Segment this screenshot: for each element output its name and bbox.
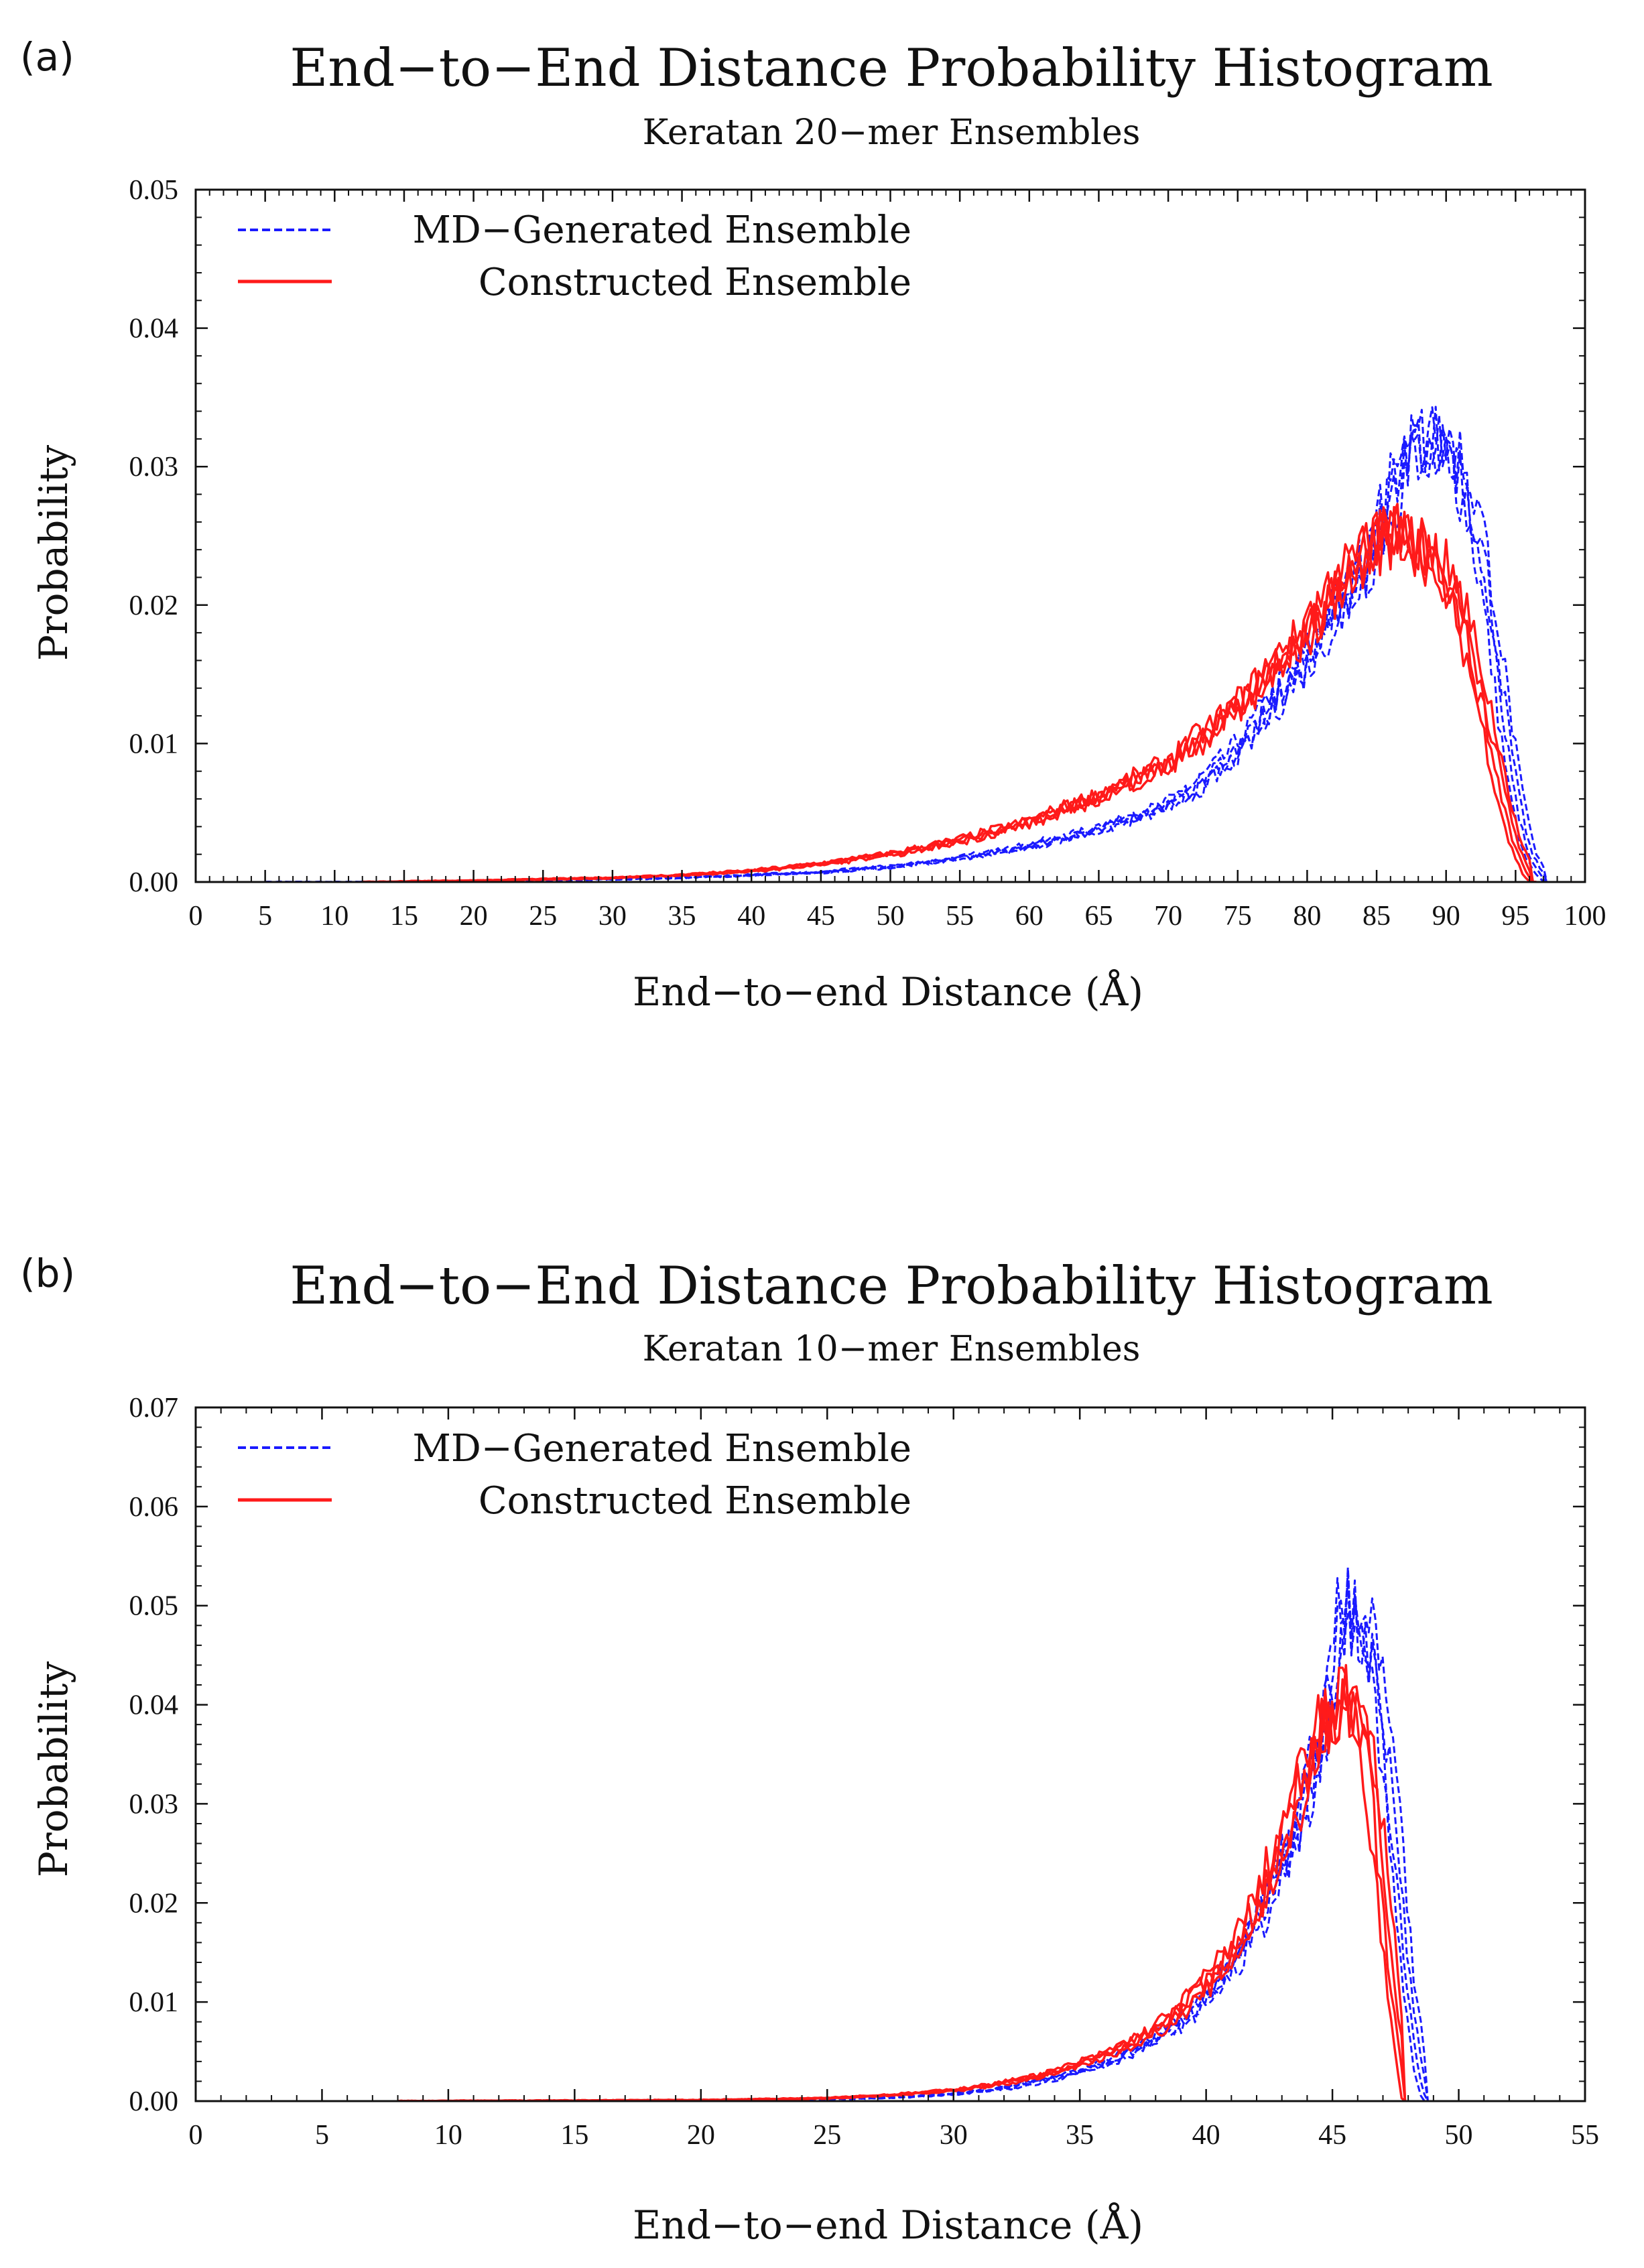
x-tick-label: 30 [940, 2120, 968, 2151]
y-axis-label: Probability [31, 445, 76, 661]
x-tick-label: 25 [529, 901, 557, 932]
series-line [397, 1663, 1407, 2101]
x-tick-label: 45 [807, 901, 835, 932]
series-line [448, 1597, 1429, 2101]
y-tick-label: 0.01 [129, 729, 179, 759]
x-tick-label: 40 [1192, 2120, 1220, 2151]
x-tick-label: 70 [1154, 901, 1182, 932]
x-tick-label: 55 [1571, 2120, 1599, 2151]
x-tick-label: 10 [320, 901, 349, 932]
y-tick-label: 0.05 [129, 1591, 179, 1622]
plot-area: 0 5 10 15 20 25 30 35 40 45 50 55 0.00 0.01 0.02 0.03 0.… [129, 1393, 1600, 2151]
series-md-generated [265, 405, 1551, 882]
legend-label-constructed: Constructed Ensemble [479, 261, 911, 304]
y-tick-label: 0.02 [129, 1888, 179, 1919]
chart-title: End−to−End Distance Probability Histogra… [290, 38, 1493, 99]
series-constructed [362, 503, 1537, 882]
x-tick-label: 5 [258, 901, 272, 932]
x-tick-label: 10 [434, 2120, 462, 2151]
x-tick-label: 75 [1224, 901, 1252, 932]
series-line [265, 414, 1551, 882]
y-tick-label: 0.04 [129, 1690, 179, 1721]
chart-panel-a: (a) End−to−End Distance Probability Hist… [20, 34, 1606, 1015]
x-axis-label: End−to−end Distance (Å) [633, 2202, 1143, 2248]
y-axis-label: Probability [31, 1661, 76, 1877]
y-tick-label: 0.07 [129, 1393, 179, 1424]
x-tick-label: 0 [189, 901, 203, 932]
x-tick-label: 0 [189, 2120, 203, 2151]
y-tick-label: 0.04 [129, 314, 179, 344]
panel-label: (a) [20, 34, 74, 80]
y-tick-label: 0.05 [129, 175, 179, 206]
legend-label-md: MD−Generated Ensemble [412, 1427, 911, 1470]
x-tick-label: 65 [1084, 901, 1113, 932]
x-tick-label: 30 [598, 901, 627, 932]
legend: MD−Generated Ensemble Constructed Ensemb… [238, 208, 911, 304]
x-tick-label: 50 [1445, 2120, 1473, 2151]
x-tick-label: 80 [1293, 901, 1321, 932]
x-tick-label: 40 [737, 901, 765, 932]
series-line [397, 1666, 1406, 2101]
y-tick-label: 0.03 [129, 1789, 179, 1820]
x-tick-label: 15 [390, 901, 418, 932]
series-line [448, 1568, 1429, 2101]
y-tick-label: 0.01 [129, 1987, 179, 2018]
x-tick-label: 90 [1432, 901, 1460, 932]
series-line [265, 406, 1551, 882]
x-tick-label: 15 [560, 2120, 588, 2151]
x-tick-label: 35 [1066, 2120, 1094, 2151]
series-line [265, 405, 1551, 882]
chart-panel-b: (b) End−to−End Distance Probability Hist… [20, 1251, 1599, 2248]
x-tick-label: 35 [668, 901, 696, 932]
x-tick-label: 25 [813, 2120, 841, 2151]
x-axis-label: End−to−end Distance (Å) [633, 969, 1143, 1015]
series-line [362, 505, 1537, 882]
x-tick-label: 5 [315, 2120, 329, 2151]
legend-label-constructed: Constructed Ensemble [479, 1479, 911, 1523]
x-tick-label: 45 [1318, 2120, 1346, 2151]
y-tick-label: 0.00 [129, 867, 179, 898]
x-tick-label: 50 [877, 901, 905, 932]
y-tick-label: 0.00 [129, 2086, 179, 2117]
series-constructed [397, 1663, 1407, 2101]
x-tick-label: 55 [946, 901, 974, 932]
series-line [265, 434, 1551, 882]
series-line [397, 1678, 1407, 2101]
y-tick-label: 0.03 [129, 452, 179, 483]
plot-frame [194, 1406, 1586, 2102]
y-tick-label: 0.06 [129, 1492, 179, 1523]
x-tick-label: 20 [460, 901, 488, 932]
chart-subtitle: Keratan 10−mer Ensembles [643, 1329, 1141, 1369]
x-tick-label: 95 [1501, 901, 1529, 932]
chart-subtitle: Keratan 20−mer Ensembles [643, 113, 1141, 153]
y-tick-label: 0.02 [129, 590, 179, 621]
x-tick-label: 85 [1363, 901, 1391, 932]
legend: MD−Generated Ensemble Constructed Ensemb… [238, 1427, 911, 1523]
chart-title: End−to−End Distance Probability Histogra… [290, 1256, 1493, 1316]
plot-area: 0 5 10 15 20 25 30 35 40 45 50 55 60 65 70 75 80 85 90 95 10… [129, 175, 1606, 932]
x-tick-label: 100 [1564, 901, 1606, 932]
x-tick-label: 60 [1015, 901, 1044, 932]
legend-label-md: MD−Generated Ensemble [412, 208, 911, 252]
panel-label: (b) [20, 1251, 75, 1296]
x-tick-label: 20 [687, 2120, 715, 2151]
